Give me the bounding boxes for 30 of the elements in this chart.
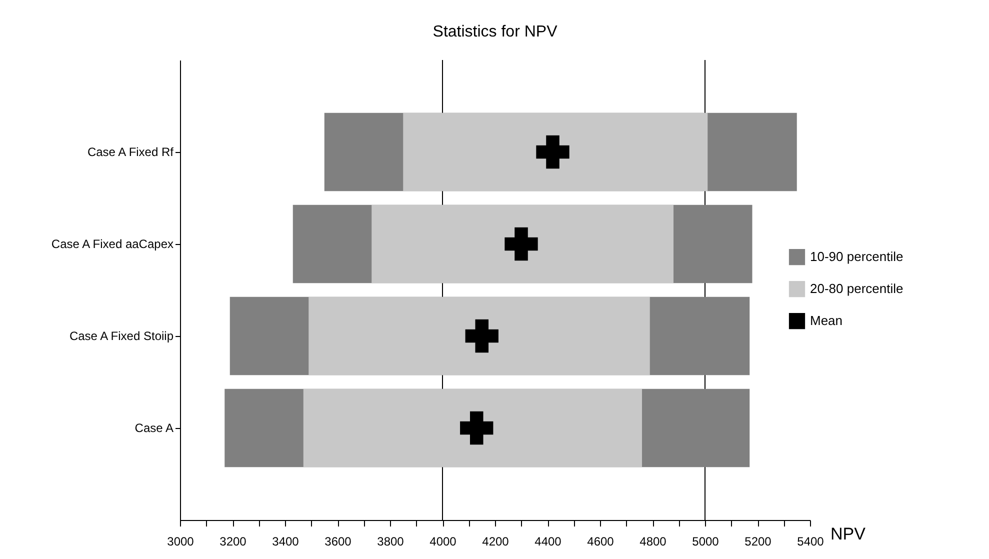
x-tick-label: 5000 xyxy=(692,534,720,548)
y-tick-label: Case A Fixed aaCapex xyxy=(51,237,174,251)
x-tick-label: 3800 xyxy=(377,534,404,548)
x-axis-title: NPV xyxy=(830,524,866,544)
x-tick-label: 4000 xyxy=(430,534,457,548)
x-tick-label: 4400 xyxy=(534,534,562,548)
point xyxy=(536,135,570,169)
point xyxy=(465,319,498,353)
x-tick-label: 5400 xyxy=(797,534,824,548)
legend-label: Mean xyxy=(810,313,843,328)
x-tick-label: 4200 xyxy=(482,534,510,548)
point xyxy=(504,227,538,261)
bar xyxy=(303,388,642,468)
bar xyxy=(308,296,650,376)
x-tick-label: 3600 xyxy=(324,534,352,548)
bar xyxy=(372,204,674,284)
x-tick-label: 4600 xyxy=(587,534,614,548)
x-tick-label: 3000 xyxy=(167,534,194,548)
y-tick-label: Case A Fixed Rf xyxy=(87,145,174,159)
legend-label: 10-90 percentile xyxy=(810,249,904,264)
chart-title: Statistics for NPV xyxy=(432,24,558,40)
x-tick-label: 4800 xyxy=(640,534,667,548)
x-tick-label: 3400 xyxy=(272,534,300,548)
x-tick-label: 5200 xyxy=(744,534,772,548)
x-tick-label: 3200 xyxy=(220,534,247,548)
legend-label: 20-80 percentile xyxy=(810,281,904,296)
y-tick-label: Case A Fixed Stoiip xyxy=(69,329,174,343)
point xyxy=(460,411,494,445)
bar xyxy=(403,112,708,192)
y-tick-label: Case A xyxy=(134,421,174,435)
